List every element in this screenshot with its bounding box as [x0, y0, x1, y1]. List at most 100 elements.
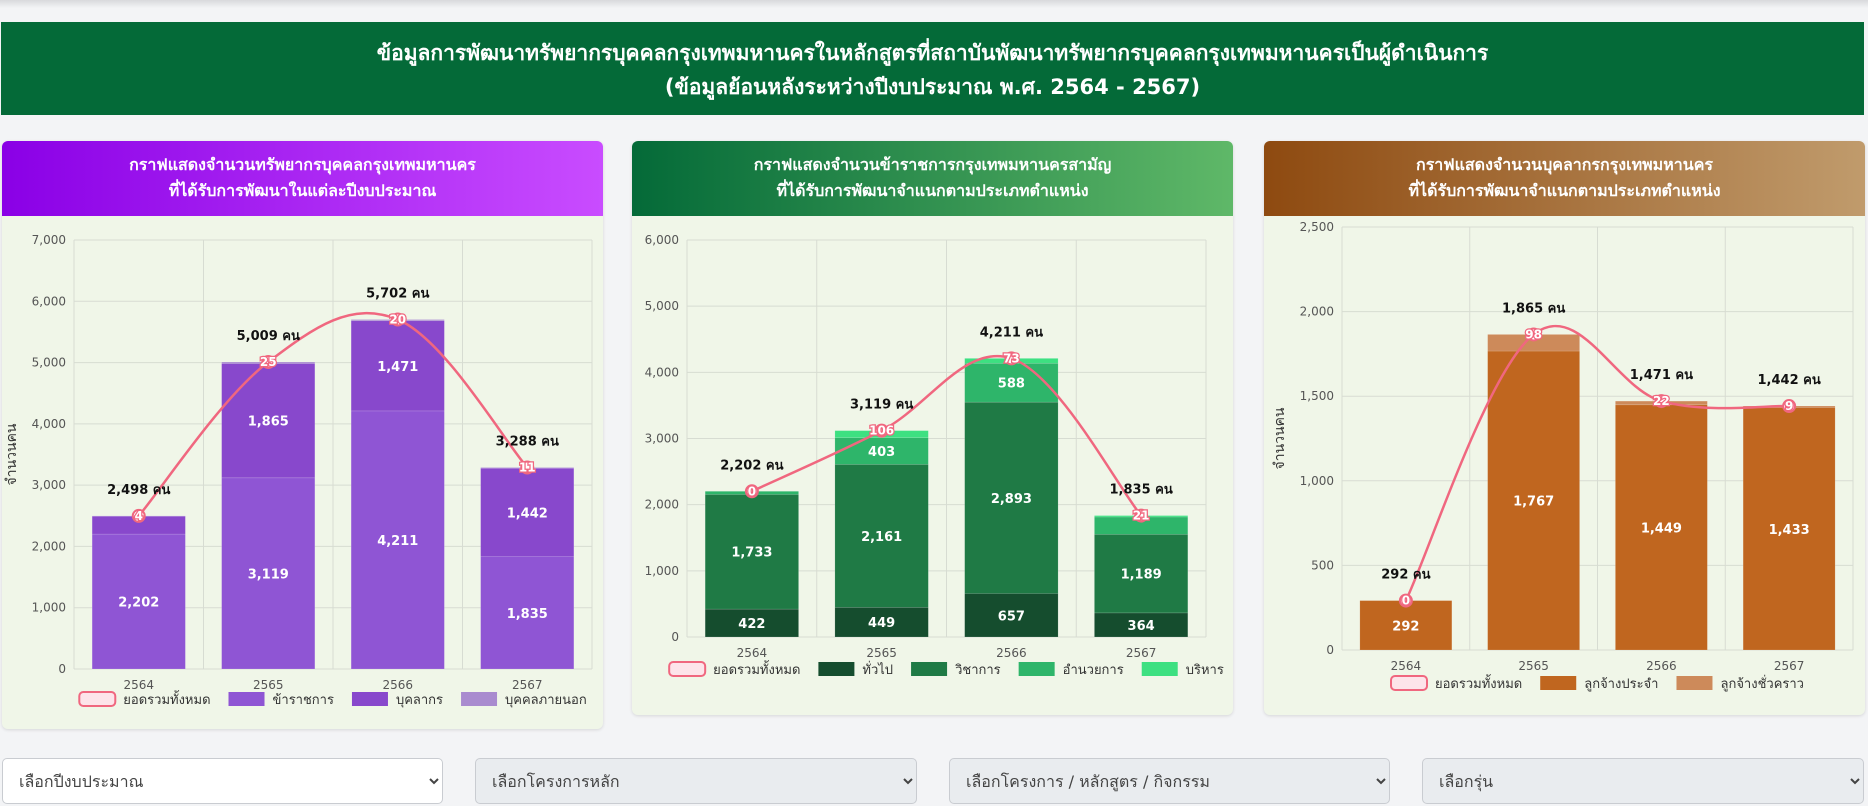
top-shadow	[0, 0, 1868, 8]
bar-value-label: 21	[1133, 509, 1150, 523]
legend: ยอดรวมทั้งหมด ทั่วไป วิชาการ อำนวยการ บริหาร	[668, 660, 1224, 678]
total-point	[520, 460, 535, 475]
bar-value-label: 2,161	[861, 530, 902, 545]
filter-select[interactable]: เลือกโครงการ / หลักสูตร / กิจกรรม	[949, 758, 1390, 804]
y-tick-label: 5,000	[32, 356, 66, 370]
chart-panel: กราฟแสดงจำนวนทรัพยากรบุคคลกรุงเทพมหานคร …	[2, 141, 603, 729]
bar-value-label: 11	[519, 460, 536, 474]
chart-panel: กราฟแสดงจำนวนข้าราชการกรุงเทพมหานครสามัญ…	[632, 141, 1233, 715]
bar-value-label: 657	[998, 609, 1025, 624]
x-tick-label: 2566	[382, 678, 413, 692]
bar-value-label: 1,433	[1769, 523, 1810, 538]
total-point	[261, 355, 276, 370]
bar-segment	[834, 437, 929, 465]
legend-swatch	[818, 662, 855, 676]
total-label: 3,288 คน	[496, 434, 559, 449]
x-tick-label: 2567	[1774, 659, 1805, 673]
total-point	[390, 312, 405, 327]
bar-value-label: 4,211	[377, 534, 418, 549]
bar-value-label: 25	[260, 355, 277, 369]
y-tick-label: 0	[58, 662, 66, 676]
bar-value-label: 1,442	[507, 506, 548, 521]
total-label: 2,498 คน	[107, 483, 170, 498]
bar-value-label: 292	[1392, 619, 1419, 634]
bar-segment	[834, 607, 929, 638]
total-line	[1404, 325, 1790, 602]
bar-segment	[1742, 407, 1836, 651]
y-tick-label: 4,000	[645, 365, 679, 379]
y-tick-label: 3,000	[32, 478, 66, 492]
legend: ยอดรวมทั้งหมด ข้าราชการ บุคลากร บุคคลภายนอก	[78, 690, 587, 708]
bar-segment	[350, 320, 445, 412]
total-label: 1,865 คน	[1502, 301, 1565, 316]
bar-segment	[964, 362, 1059, 403]
bar-segment	[964, 401, 1059, 594]
legend-label: บุคลากร	[396, 693, 443, 708]
bar-value-label: 22	[1653, 394, 1670, 408]
bar-value-label: 1,767	[1513, 495, 1554, 510]
x-tick-label: 2565	[1518, 659, 1549, 673]
filter-select[interactable]: เลือกรุ่น	[1422, 758, 1864, 804]
y-tick-label: 3,000	[645, 432, 679, 446]
bar-segment	[964, 593, 1059, 638]
bar-value-label: 1,835	[507, 607, 548, 622]
total-label: 1,835 คน	[1110, 483, 1173, 498]
x-tick-label: 2567	[512, 678, 543, 692]
total-point	[744, 484, 759, 499]
legend-label: บุคคลภายนอก	[505, 693, 587, 708]
total-label: 1,471 คน	[1630, 368, 1693, 383]
total-label: 4,211 คน	[980, 325, 1043, 340]
y-tick-label: 6,000	[32, 294, 66, 308]
chart: 0 1,000 2,000 3,000 4,000 5,000 6,000 422 449 657…	[645, 233, 1224, 678]
bar-value-label: 2,202	[118, 596, 159, 611]
bar-segment	[1487, 350, 1580, 651]
total-label: 2,202 คน	[720, 458, 783, 473]
filter-select[interactable]: เลือกโครงการหลัก	[475, 758, 917, 804]
legend-label: อำนวยการ	[1063, 663, 1124, 678]
bar-segment	[221, 363, 316, 479]
bar-value-label: 1,865	[248, 415, 289, 430]
bar-segment	[1359, 600, 1453, 651]
total-label: 1,442 คน	[1758, 373, 1821, 388]
legend-swatch	[1018, 662, 1055, 676]
total-point	[1654, 394, 1669, 409]
y-tick-label: 1,500	[1300, 389, 1334, 403]
x-tick-label: 2567	[1126, 646, 1157, 660]
legend-swatch	[461, 692, 498, 706]
total-line	[751, 355, 1143, 517]
bar-segment	[1094, 533, 1189, 614]
x-tick-label: 2564	[1391, 659, 1422, 673]
bar-segment	[1615, 404, 1708, 651]
bar-value-label: 588	[998, 377, 1025, 392]
total-label: 292 คน	[1381, 568, 1430, 583]
filter-select[interactable]: เลือกปีงบประมาณ	[2, 758, 443, 804]
legend-swatch	[1676, 676, 1713, 690]
y-tick-label: 0	[671, 630, 679, 644]
total-point	[1398, 593, 1413, 608]
legend-swatch	[911, 662, 948, 676]
legend-swatch	[351, 692, 388, 706]
bar-value-label: 20	[389, 313, 406, 327]
bar-value-label: 98	[1525, 327, 1542, 341]
legend-label: ทั่วไป	[862, 661, 893, 678]
bar-value-label: 422	[738, 617, 765, 632]
total-label: 5,702 คน	[366, 287, 429, 302]
total-point	[131, 508, 146, 523]
legend-swatch	[228, 692, 265, 706]
total-point	[1004, 351, 1019, 366]
panel-heading: กราฟแสดงจำนวนทรัพยากรบุคคลกรุงเทพมหานคร …	[2, 141, 603, 216]
y-tick-label: 6,000	[645, 233, 679, 247]
total-point	[874, 423, 889, 438]
panel-title: ที่ได้รับการพัฒนาจำแนกตามประเภทตำแหน่ง	[776, 181, 1089, 200]
panel-title: กราฟแสดงจำนวนบุคลากรกรุงเทพมหานคร	[1416, 155, 1713, 174]
bar-value-label: 9	[1785, 399, 1793, 413]
y-tick-label: 2,500	[1300, 220, 1334, 234]
bar-segment	[704, 494, 799, 610]
y-axis-title: จำนวนคน	[1272, 407, 1288, 469]
y-tick-label: 7,000	[32, 233, 66, 247]
legend-label: ยอดรวมทั้งหมด	[1435, 674, 1522, 692]
legend-swatch	[78, 691, 117, 707]
panel-heading: กราฟแสดงจำนวนข้าราชการกรุงเทพมหานครสามัญ…	[632, 141, 1233, 216]
legend-label: ลูกจ้างประจำ	[1584, 677, 1658, 692]
